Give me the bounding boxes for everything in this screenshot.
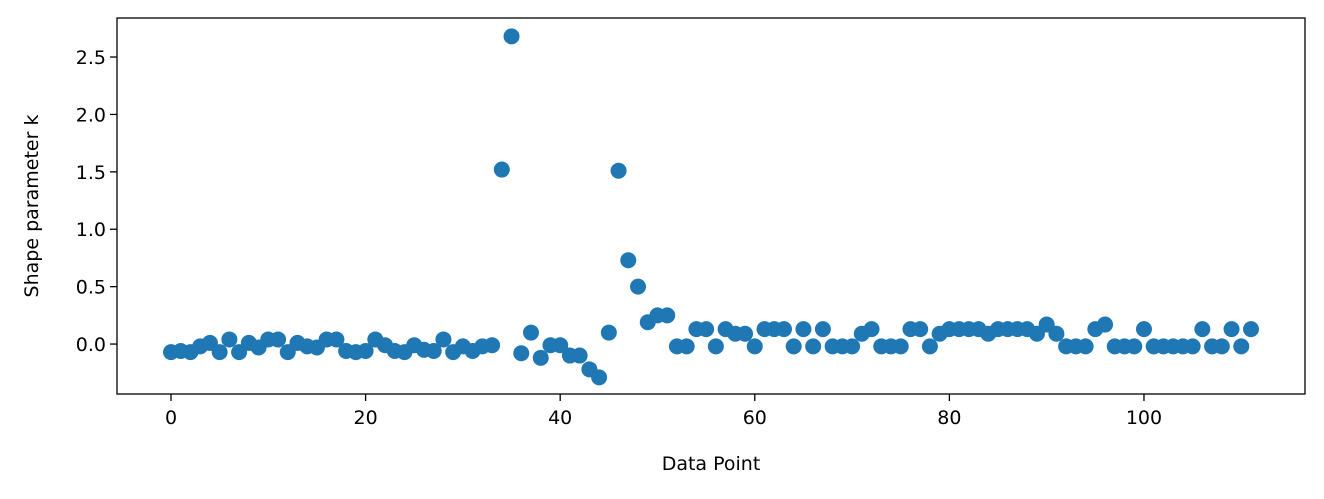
point bbox=[1194, 321, 1211, 338]
point bbox=[523, 324, 539, 341]
point bbox=[532, 349, 549, 366]
point bbox=[620, 252, 637, 269]
point bbox=[1213, 338, 1230, 355]
point bbox=[1097, 316, 1114, 333]
x-tick-label: 80 bbox=[937, 407, 961, 429]
point bbox=[270, 331, 287, 348]
point bbox=[863, 321, 880, 338]
point bbox=[678, 338, 695, 355]
point bbox=[775, 321, 792, 338]
point bbox=[610, 162, 627, 179]
point bbox=[600, 324, 617, 341]
x-tick-label: 0 bbox=[165, 407, 177, 429]
point bbox=[493, 161, 510, 178]
point bbox=[892, 338, 909, 355]
point bbox=[552, 337, 569, 354]
point bbox=[1243, 321, 1259, 338]
point bbox=[513, 345, 530, 362]
y-tick-label: 2.0 bbox=[76, 104, 106, 126]
y-tick-label: 0.5 bbox=[76, 277, 106, 299]
point bbox=[357, 342, 374, 359]
point bbox=[630, 278, 647, 295]
point bbox=[746, 338, 763, 355]
point bbox=[1077, 338, 1094, 355]
point bbox=[1135, 321, 1152, 338]
point bbox=[1048, 325, 1065, 342]
x-tick-label: 60 bbox=[743, 407, 767, 429]
y-tick-label: 1.0 bbox=[76, 219, 106, 241]
point bbox=[503, 28, 520, 45]
point bbox=[805, 338, 822, 355]
point bbox=[211, 344, 228, 361]
x-tick-label: 20 bbox=[354, 407, 378, 429]
x-axis-label: Data Point bbox=[662, 453, 761, 475]
point bbox=[707, 338, 724, 355]
point bbox=[591, 369, 608, 386]
y-axis-label: Shape parameter k bbox=[21, 115, 43, 298]
point bbox=[435, 331, 452, 348]
point bbox=[221, 331, 238, 348]
point bbox=[571, 347, 588, 364]
point bbox=[1223, 321, 1240, 338]
x-tick-label: 100 bbox=[1126, 407, 1162, 429]
point bbox=[659, 307, 676, 324]
point bbox=[425, 342, 442, 359]
point bbox=[912, 321, 929, 338]
plot-frame bbox=[116, 17, 1306, 395]
x-tick-label: 40 bbox=[548, 407, 572, 429]
point bbox=[484, 337, 501, 354]
point bbox=[795, 321, 812, 338]
point bbox=[1184, 338, 1201, 355]
point bbox=[921, 338, 938, 355]
point bbox=[1126, 338, 1143, 355]
point bbox=[785, 338, 802, 355]
y-tick-label: 1.5 bbox=[76, 162, 106, 184]
point bbox=[328, 331, 345, 348]
point bbox=[814, 321, 831, 338]
point bbox=[737, 325, 754, 342]
point bbox=[844, 338, 861, 355]
point bbox=[698, 321, 715, 338]
point bbox=[1233, 338, 1250, 355]
y-tick-label: 2.5 bbox=[76, 47, 106, 69]
y-tick-label: 0.0 bbox=[76, 334, 106, 356]
